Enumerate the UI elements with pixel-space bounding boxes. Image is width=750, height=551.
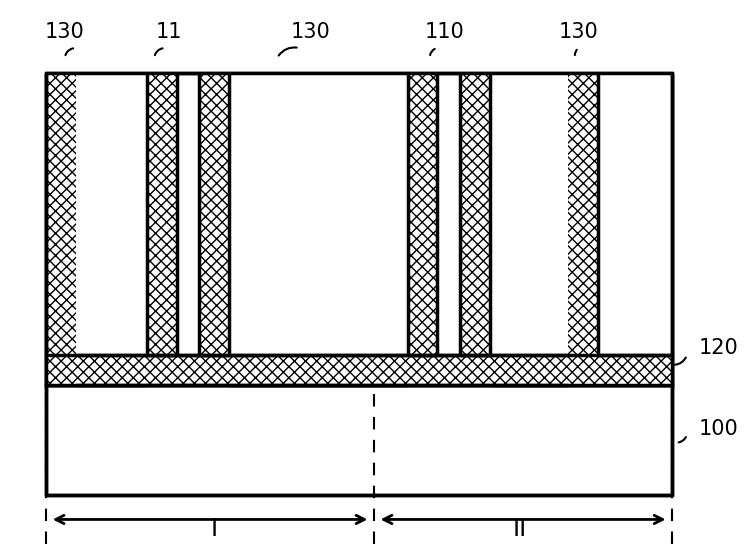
Bar [147, 74, 176, 355]
Text: 100: 100 [698, 419, 738, 439]
Bar [568, 73, 672, 385]
Text: 110: 110 [425, 21, 465, 41]
Bar [460, 74, 490, 355]
Bar [229, 74, 407, 355]
Text: 120: 120 [698, 338, 738, 358]
Text: II: II [512, 517, 526, 541]
Text: 11: 11 [156, 21, 182, 41]
Text: 130: 130 [291, 21, 331, 41]
Bar [76, 74, 147, 355]
Bar [46, 385, 672, 495]
Bar [76, 355, 147, 385]
Bar [46, 73, 672, 385]
Bar [407, 74, 437, 355]
Text: 130: 130 [45, 21, 85, 41]
Bar [229, 355, 407, 385]
Bar [598, 73, 672, 355]
Bar [490, 355, 568, 385]
Bar [46, 73, 76, 385]
Text: 130: 130 [559, 21, 598, 41]
Bar [46, 355, 672, 385]
Text: I: I [210, 517, 218, 541]
Bar [490, 74, 568, 355]
Bar [199, 74, 229, 355]
